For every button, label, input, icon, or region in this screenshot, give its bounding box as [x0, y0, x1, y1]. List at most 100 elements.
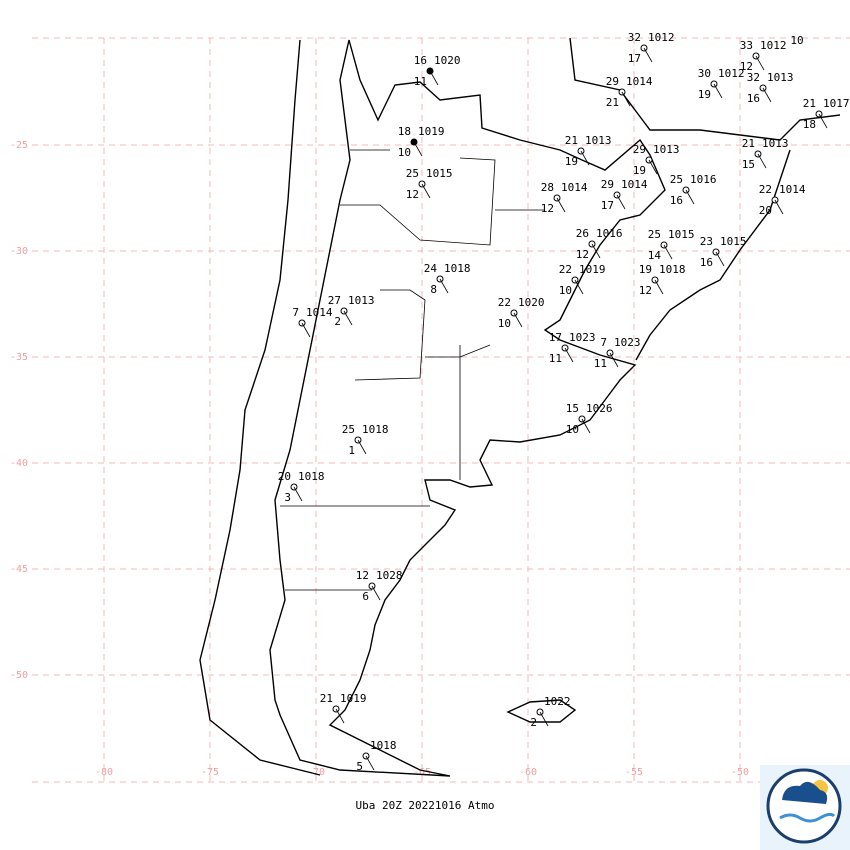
wind-barb	[413, 141, 423, 157]
station: 1018 5	[356, 739, 396, 773]
temperature: 7	[600, 336, 607, 349]
footer: Uba 20Z 20221016 Atmo	[355, 799, 494, 812]
station: 18 1019 10	[398, 125, 445, 159]
pressure: 1019	[418, 125, 445, 138]
lat-label: -25	[10, 140, 28, 151]
station: 22 1020 10	[498, 296, 545, 330]
pressure: 1016	[690, 173, 717, 186]
wind-barb	[591, 243, 601, 259]
falklands	[506, 699, 577, 723]
pressure: 1014	[306, 306, 333, 319]
dewpoint: 17	[601, 199, 614, 212]
lon-label: -75	[201, 767, 219, 778]
lat-label: -35	[10, 352, 28, 363]
pressure: 1018	[370, 739, 397, 752]
wind-barb	[757, 153, 767, 169]
pressure: 1023	[614, 336, 641, 349]
wind-barb	[616, 194, 626, 210]
dewpoint: 16	[747, 92, 760, 105]
wind-barb	[609, 352, 619, 368]
temperature: 28	[541, 181, 554, 194]
temperature: 29	[606, 75, 619, 88]
wind-barb	[654, 279, 664, 295]
chile-coast	[199, 39, 321, 776]
dewpoint: 20	[759, 204, 772, 217]
wind-barb	[513, 312, 523, 328]
station: 29 1014 17	[601, 178, 648, 212]
wind-barb	[621, 91, 631, 107]
station: 15 1026 10	[566, 402, 613, 436]
wind-barb	[713, 83, 723, 99]
station: 27 1013 2	[328, 294, 375, 328]
station: 17 1023 11	[549, 331, 596, 365]
temperature: 19	[639, 263, 652, 276]
dewpoint: 11	[549, 352, 562, 365]
logo-cloud	[782, 781, 828, 804]
dewpoint: 6	[362, 590, 369, 603]
pressure: 1012	[760, 39, 787, 52]
temperature: 24	[424, 262, 438, 275]
dewpoint: 12	[406, 188, 419, 201]
wind-barb	[335, 708, 345, 724]
wind-barb	[301, 322, 311, 338]
pressure: 1012	[718, 67, 745, 80]
wind-barb	[429, 70, 439, 86]
station: 29 1014 21	[606, 75, 653, 109]
temperature: 12	[356, 569, 369, 582]
temperature: 22	[759, 183, 772, 196]
wind-barb	[439, 278, 449, 294]
lon-label: -60	[519, 767, 537, 778]
wind-barb	[685, 189, 695, 205]
station: 25 1015 12	[406, 167, 453, 201]
dewpoint: 12	[639, 284, 652, 297]
wind-barb	[343, 310, 353, 326]
pressure: 1020	[434, 54, 461, 67]
dewpoint: 5	[356, 760, 363, 773]
dewpoint: 19	[633, 164, 646, 177]
lat-label: -30	[10, 246, 28, 257]
wind-barb	[643, 47, 653, 63]
pressure: 1013	[653, 143, 680, 156]
lat-label: -50	[10, 670, 28, 681]
dewpoint: 18	[803, 118, 816, 131]
station: 1022 2	[530, 695, 570, 729]
dewpoint: 10	[498, 317, 511, 330]
temperature: 29	[633, 143, 646, 156]
temperature: 33	[740, 39, 753, 52]
pressure: 1013	[767, 71, 794, 84]
station: 29 1013 19	[633, 143, 680, 177]
wind-barb	[648, 159, 658, 175]
dewpoint: 16	[670, 194, 683, 207]
pressure: 1019	[579, 263, 606, 276]
temperature: 21	[320, 692, 333, 705]
pressure: 1014	[561, 181, 588, 194]
wind-barb	[580, 150, 590, 166]
lat-label: -40	[10, 458, 28, 469]
pressure: 1018	[444, 262, 471, 275]
temperature: 21	[742, 137, 755, 150]
pressure: 1026	[586, 402, 613, 415]
lon-label: -70	[307, 767, 325, 778]
dewpoint: 19	[565, 155, 578, 168]
temperature: 25	[648, 228, 661, 241]
dewpoint: 12	[576, 248, 589, 261]
wind-barb	[715, 251, 725, 267]
temperature: 25	[670, 173, 683, 186]
dewpoint: 2	[334, 315, 341, 328]
temperature: 23	[700, 235, 713, 248]
station: 19 1018 12	[639, 263, 686, 297]
pressure: 1013	[762, 137, 789, 150]
station: 32 1012 17	[628, 31, 675, 65]
pressure: 1018	[659, 263, 686, 276]
station: 24 1018 8	[424, 262, 471, 296]
temperature: 32	[628, 31, 641, 44]
lon-label: -65	[413, 767, 431, 778]
wind-barb	[293, 486, 303, 502]
pressure: 1016	[596, 227, 623, 240]
wind-barb	[357, 439, 367, 455]
station: 16 1020 11	[414, 54, 461, 88]
wind-barb	[556, 197, 566, 213]
wind-barb	[818, 113, 828, 129]
